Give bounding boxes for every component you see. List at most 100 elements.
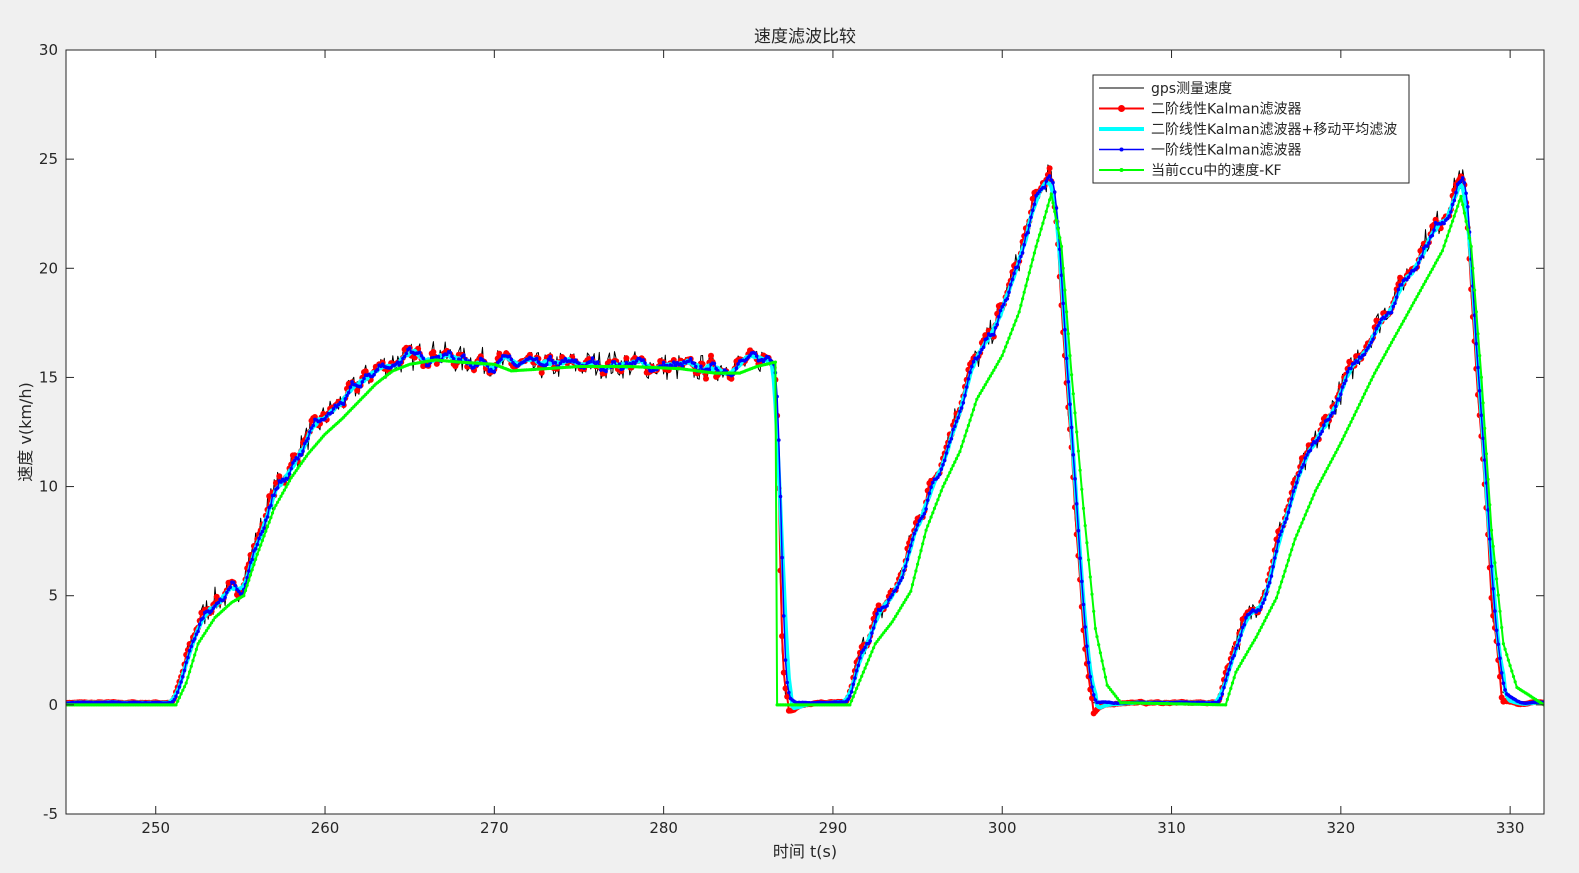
series-ccu-point bbox=[872, 646, 876, 650]
series-ccu-point bbox=[1093, 626, 1097, 631]
series-kf2-point bbox=[728, 375, 735, 382]
series-kf1-point bbox=[1025, 230, 1030, 235]
series-kf1-point bbox=[1235, 643, 1240, 648]
series-ccu-point bbox=[897, 609, 901, 613]
series-ccu-point bbox=[1049, 192, 1053, 196]
series-ccu-point bbox=[1337, 444, 1341, 448]
series-ccu-point bbox=[269, 516, 273, 520]
series-kf1-point bbox=[692, 361, 696, 366]
series-ccu-point bbox=[287, 479, 292, 483]
series-kf1-point bbox=[1396, 287, 1401, 292]
series-kf2ma-point bbox=[357, 382, 361, 386]
series-kf1-point bbox=[1493, 609, 1497, 613]
series-kf1-point bbox=[264, 518, 268, 522]
series-kf1-point bbox=[1296, 473, 1301, 478]
series-kf1-point bbox=[426, 363, 431, 368]
series-kf1-point bbox=[184, 660, 188, 665]
series-ccu-point bbox=[1065, 310, 1069, 314]
series-ccu-point bbox=[1417, 292, 1421, 296]
series-kf2ma-point bbox=[785, 651, 789, 655]
series-kf1-point bbox=[1420, 254, 1424, 259]
series-kf1-point bbox=[362, 376, 366, 381]
series-kf1-point bbox=[1019, 254, 1023, 259]
series-ccu-point bbox=[1252, 638, 1257, 642]
series-kf2-point bbox=[1046, 165, 1053, 172]
series-kf2ma-point bbox=[279, 483, 283, 487]
series-kf1-point bbox=[1308, 448, 1313, 453]
series-ccu-point bbox=[1359, 399, 1363, 403]
series-kf1-point bbox=[849, 690, 854, 694]
series-ccu-point bbox=[1303, 513, 1307, 517]
series-kf1-point bbox=[269, 503, 273, 508]
series-ccu-point bbox=[853, 691, 857, 695]
series-kf1-point bbox=[1227, 667, 1231, 672]
series-ccu-point bbox=[1474, 310, 1478, 314]
series-ccu-point bbox=[1312, 493, 1316, 497]
series-kf1-point bbox=[258, 532, 263, 536]
series-kf1-point bbox=[1230, 656, 1235, 660]
series-kf1-point bbox=[694, 364, 698, 369]
series-kf1-point bbox=[1008, 282, 1013, 287]
series-ccu-point bbox=[1374, 368, 1378, 372]
series-ccu-point bbox=[1021, 297, 1025, 301]
series-kf1-point bbox=[848, 694, 852, 698]
series-ccu-point bbox=[1401, 319, 1406, 323]
series-ccu-point bbox=[1476, 332, 1480, 336]
series-ccu-point bbox=[243, 588, 248, 593]
series-kf1-point bbox=[1383, 316, 1387, 321]
series-kf1-point bbox=[225, 590, 229, 595]
series-ccu-point bbox=[299, 461, 303, 465]
series-ccu-point bbox=[1273, 599, 1277, 603]
series-kf1-point bbox=[907, 550, 911, 554]
series-ccu-point bbox=[1092, 609, 1096, 613]
series-ccu-point bbox=[1511, 674, 1516, 679]
series-ccu-point bbox=[1413, 298, 1417, 302]
series-ccu-point bbox=[880, 633, 884, 637]
series-kf1-point bbox=[1278, 533, 1282, 537]
series-kf1-point bbox=[1503, 688, 1507, 692]
series-kf1-point bbox=[777, 438, 781, 442]
series-ccu-point bbox=[1489, 528, 1494, 532]
series-kf1-point bbox=[546, 357, 551, 362]
series-kf2ma-point bbox=[787, 676, 791, 680]
series-ccu-point bbox=[293, 471, 297, 475]
series-ccu-point bbox=[1078, 468, 1082, 472]
series-kf1-point bbox=[929, 485, 933, 490]
series-kf1-point bbox=[851, 682, 856, 687]
series-kf1-point bbox=[1262, 597, 1267, 602]
series-ccu-point bbox=[1087, 558, 1091, 562]
series-kf1-point bbox=[324, 414, 329, 418]
series-kf1-point bbox=[209, 609, 214, 613]
series-kf1-point bbox=[1242, 623, 1247, 627]
series-ccu-point bbox=[1230, 681, 1235, 685]
series-ccu-point bbox=[1334, 450, 1338, 455]
series-ccu-point bbox=[992, 368, 996, 372]
series-ccu-point bbox=[199, 636, 203, 641]
series-kf1-point bbox=[174, 694, 178, 699]
series-kf2-point bbox=[411, 354, 418, 361]
series-ccu-point bbox=[1371, 375, 1375, 379]
series-kf1-point bbox=[1269, 574, 1274, 578]
series-kf1-point bbox=[358, 384, 363, 389]
series-ccu-point bbox=[176, 699, 180, 703]
series-kf1-point bbox=[289, 466, 294, 471]
series-kf1-point bbox=[1322, 423, 1326, 428]
chart-title: 速度滤波比较 bbox=[754, 27, 856, 47]
series-kf1-point bbox=[736, 362, 740, 366]
series-kf1-point bbox=[1080, 579, 1084, 584]
series-kf1-point bbox=[961, 401, 966, 405]
series-ccu-point bbox=[1324, 470, 1328, 474]
series-kf1-point bbox=[964, 385, 969, 389]
series-kf1-point bbox=[323, 417, 327, 421]
series-kf1-point bbox=[866, 641, 871, 646]
y-axis: -5 0 5 10 15 20 25 30 bbox=[39, 41, 1544, 823]
series-kf1-point bbox=[296, 456, 300, 461]
series-kf1-point bbox=[1496, 642, 1501, 647]
series-kf2ma-point bbox=[1459, 183, 1463, 187]
series-ccu-point bbox=[1383, 353, 1387, 357]
series-kf1-point bbox=[1051, 180, 1055, 185]
series-ccu-point bbox=[257, 548, 261, 552]
series-kf1-point bbox=[1339, 392, 1343, 397]
series-kf1-point bbox=[870, 631, 874, 635]
series-ccu-point bbox=[1481, 401, 1485, 405]
